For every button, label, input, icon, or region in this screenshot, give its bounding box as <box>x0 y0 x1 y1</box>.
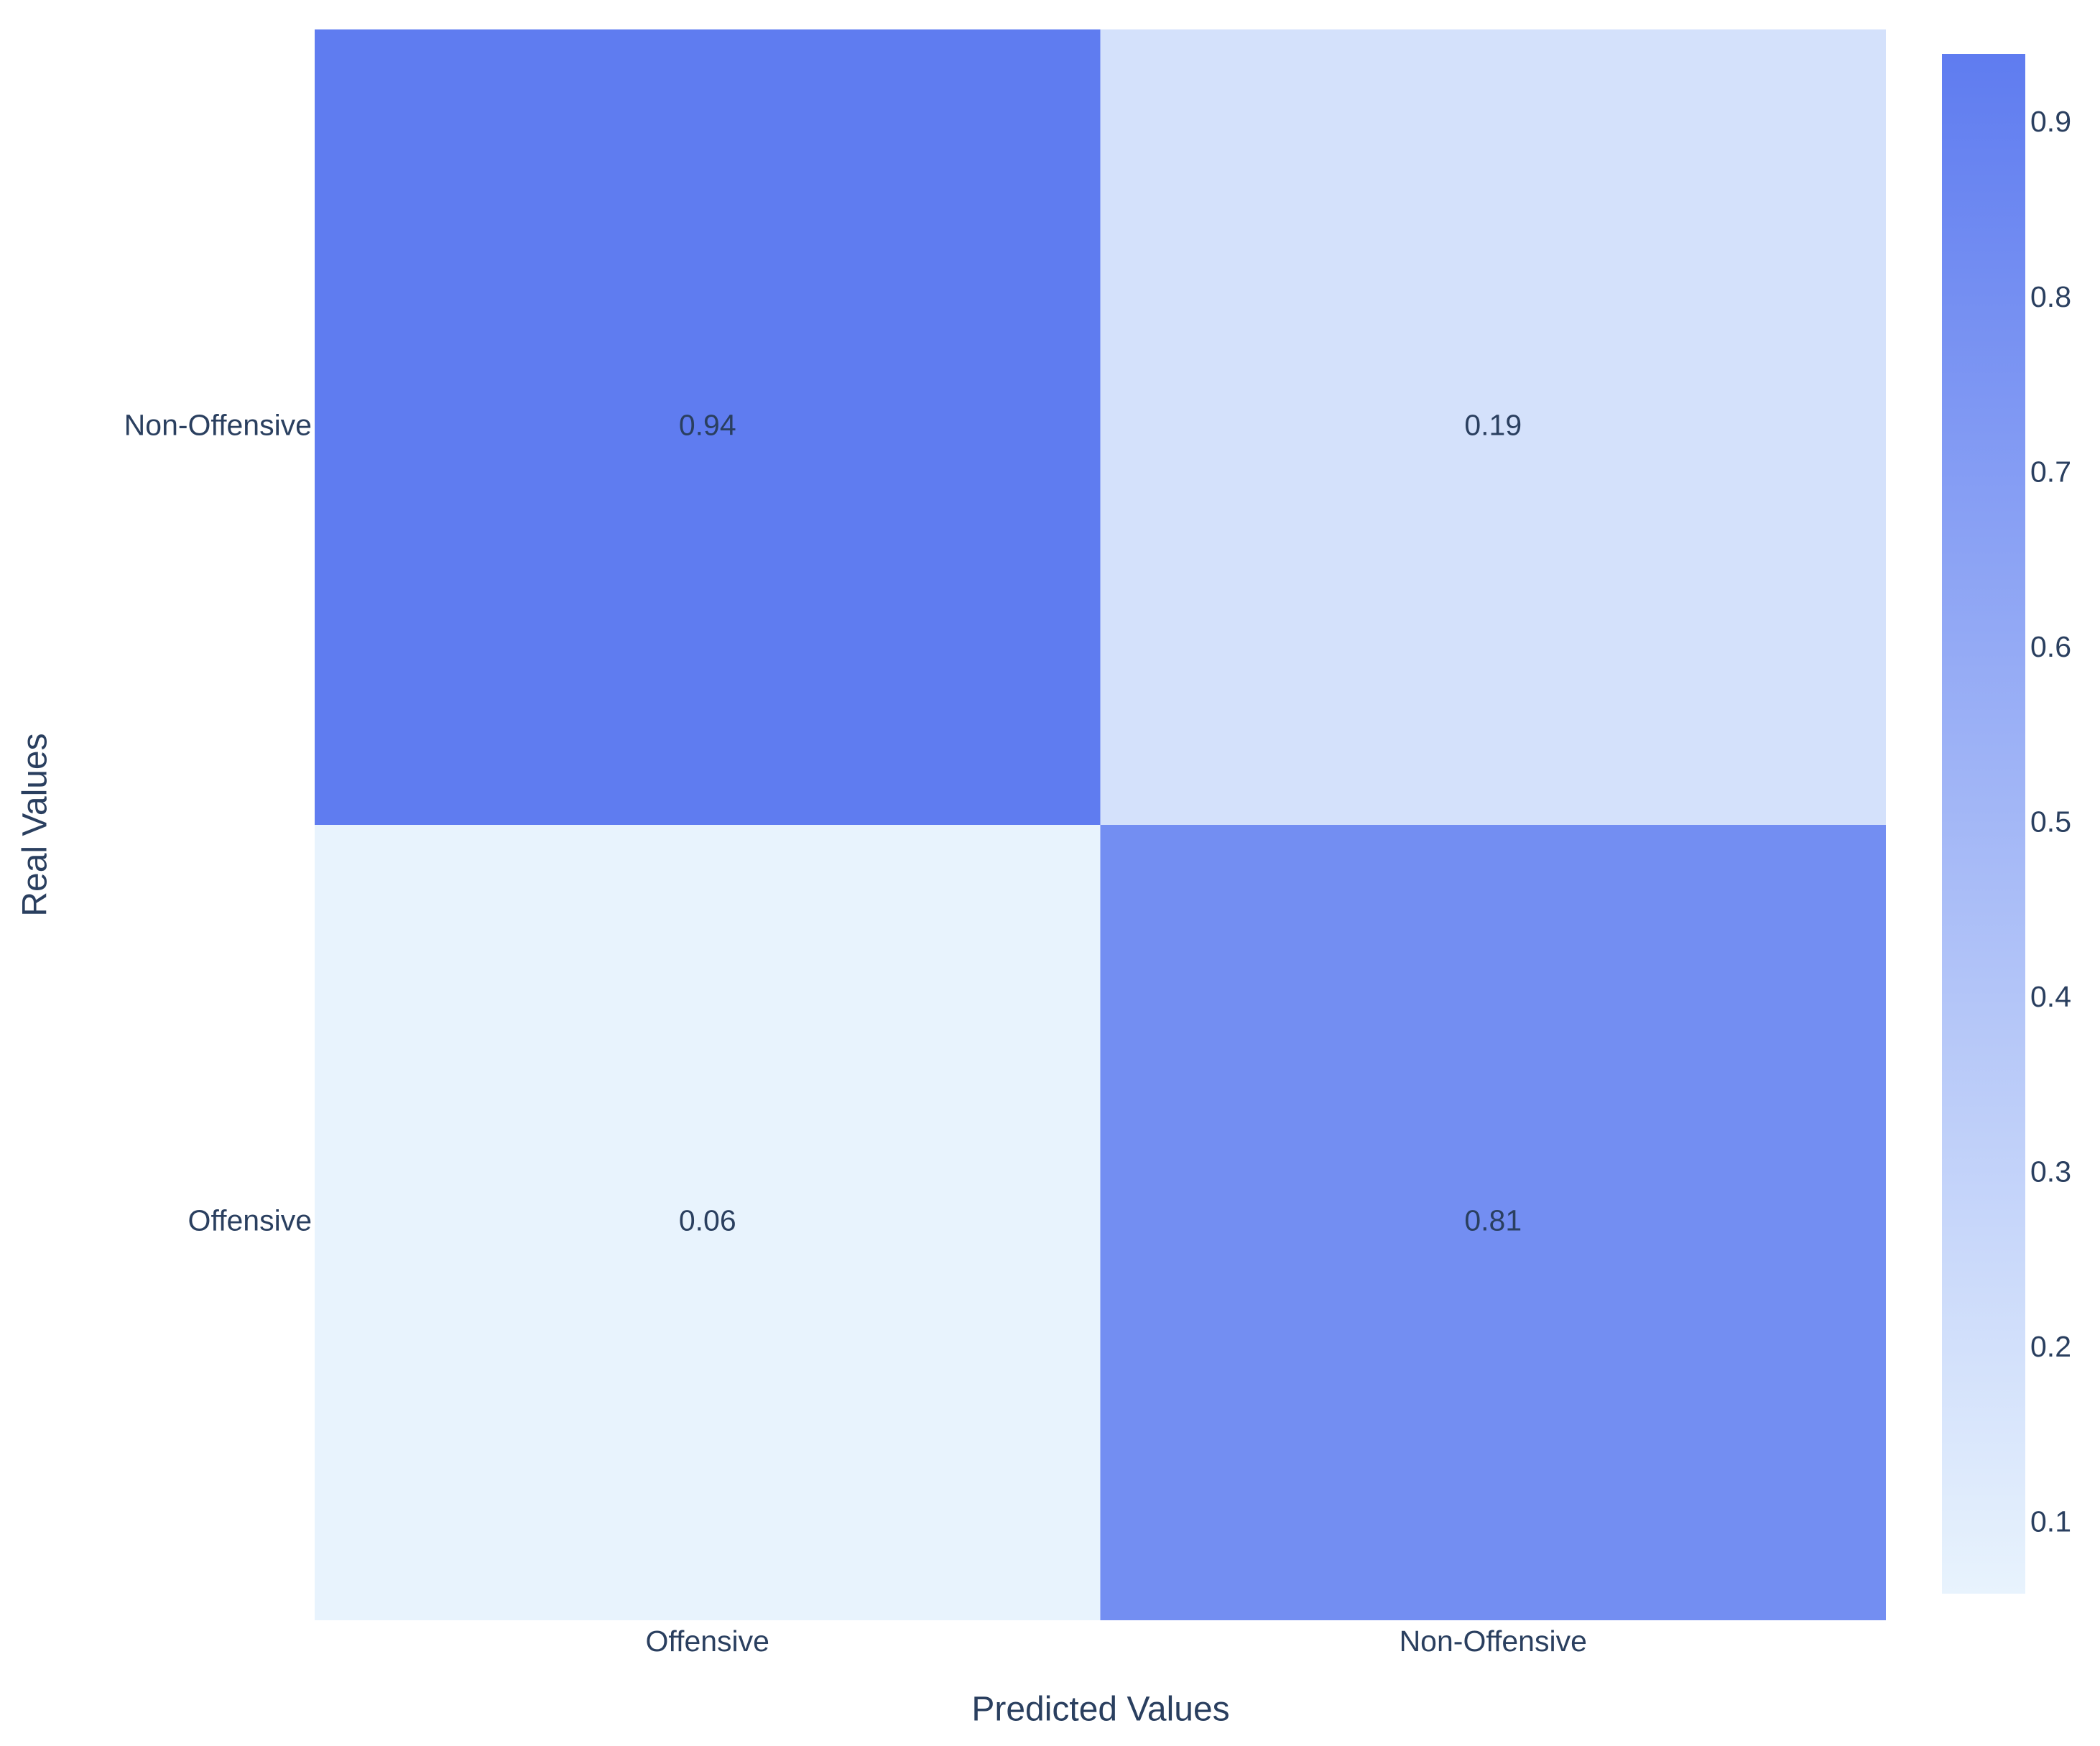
x-tick-label: Non-Offensive <box>1400 1625 1587 1658</box>
heatmap-cell <box>1100 29 1886 825</box>
colorbar-tick-label: 0.8 <box>2030 280 2071 313</box>
colorbar-tick-label: 0.6 <box>2030 630 2071 663</box>
x-axis-title: Predicted Values <box>971 1691 1229 1729</box>
colorbar-tick-label: 0.9 <box>2030 105 2071 138</box>
y-tick-label: Offensive <box>188 1204 312 1237</box>
colorbar-tick-label: 0.5 <box>2030 805 2071 838</box>
colorbar-tick-label: 0.2 <box>2030 1330 2071 1363</box>
cell-label: 0.19 <box>1464 408 1522 441</box>
heatmap-cell <box>315 29 1101 825</box>
colorbar-tick-label: 0.7 <box>2030 455 2071 488</box>
cell-label: 0.94 <box>679 408 736 441</box>
colorbar-tick-label: 0.4 <box>2030 980 2071 1013</box>
cell-label: 0.81 <box>1464 1204 1522 1237</box>
colorbar-tick-label: 0.3 <box>2030 1155 2071 1188</box>
cell-label: 0.06 <box>679 1204 736 1237</box>
y-tick-label: Non-Offensive <box>124 408 312 441</box>
colorbar <box>1942 54 2025 1594</box>
heatmap-cell <box>1100 825 1886 1620</box>
heatmap-cell <box>315 825 1101 1620</box>
x-tick-label: Offensive <box>646 1625 769 1658</box>
colorbar-tick-label: 0.1 <box>2030 1505 2071 1538</box>
y-axis-title: Real Values <box>17 733 55 916</box>
